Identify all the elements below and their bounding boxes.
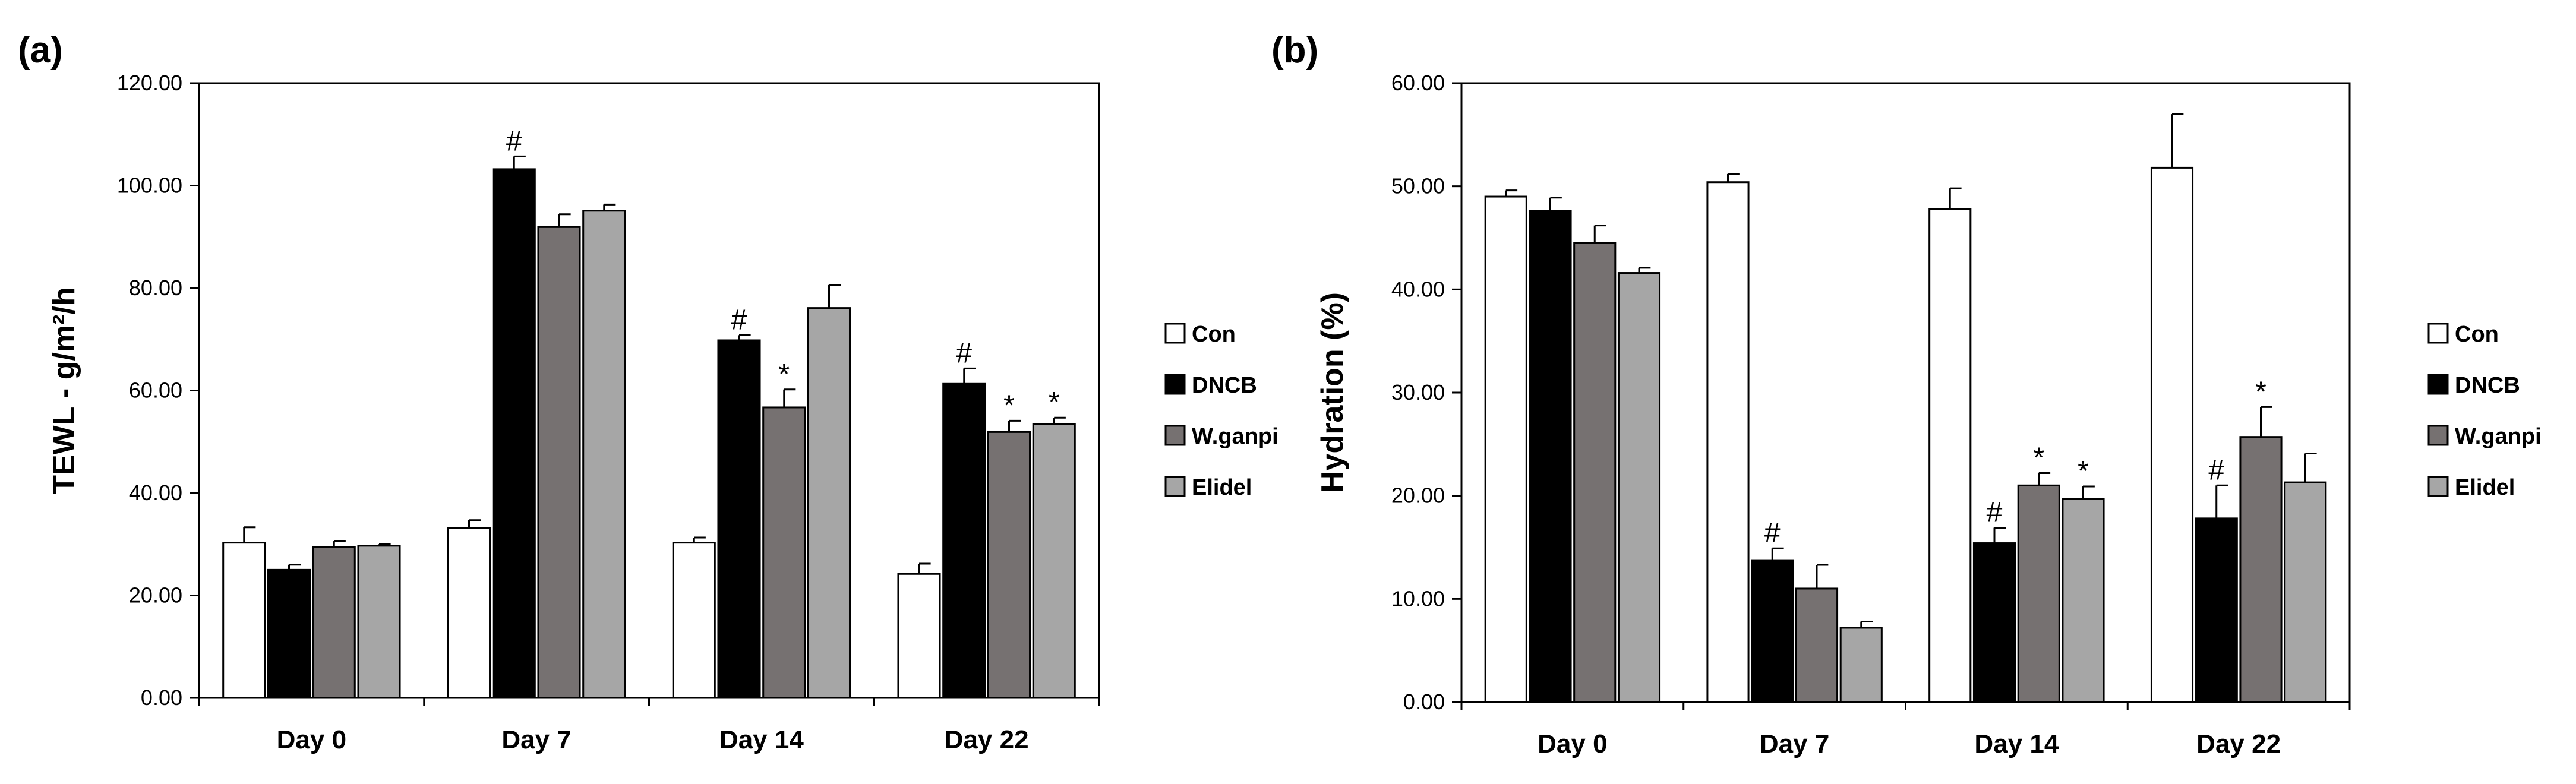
- y-tick-label: 10.00: [1391, 586, 1445, 611]
- y-tick-label: 120.00: [117, 71, 182, 95]
- y-tick-label: 20.00: [1391, 483, 1445, 508]
- y-tick-label: 0.00: [1403, 690, 1445, 714]
- chart-panel-b: (b) 0.00 10.00 20.00 30.00 40.00 50.00 60.00 Hyd…: [1271, 30, 2542, 758]
- significance-marker: *: [778, 359, 790, 390]
- y-axis-title: Hydration (%): [1315, 292, 1350, 493]
- legend-swatch: [1164, 374, 1186, 395]
- bar-dncb: [267, 568, 311, 699]
- panel-label: (a): [18, 30, 63, 71]
- legend-label: W.ganpi: [1192, 424, 1278, 449]
- legend-swatch: [1164, 476, 1186, 497]
- bar-dncb: [717, 339, 761, 699]
- legend-swatch: [2427, 323, 2449, 344]
- bar-w-ganpi: [2239, 436, 2283, 703]
- significance-marker: #: [1764, 517, 1781, 549]
- y-tick-label: 0.00: [141, 685, 182, 710]
- legend-swatch: [2427, 374, 2449, 395]
- legend-swatch: [2427, 476, 2449, 497]
- bar-w-ganpi: [1795, 587, 1839, 703]
- x-category-label: Day 7: [1760, 729, 1829, 758]
- x-category-label: Day 0: [1538, 729, 1607, 758]
- y-axis-title: TEWL - g/m²/h: [47, 287, 81, 494]
- x-category-label: Day 22: [945, 725, 1029, 754]
- significance-marker: #: [1987, 497, 2003, 529]
- bar-w-ganpi: [537, 226, 581, 699]
- panel-label: (b): [1271, 30, 1318, 71]
- bar-w-ganpi: [762, 406, 806, 699]
- bar-w-ganpi: [2017, 484, 2060, 703]
- bar-con: [1928, 208, 1972, 703]
- x-category-label: Day 0: [277, 725, 346, 754]
- legend: Con DNCB W.ganpi Elidel: [1164, 322, 1278, 500]
- y-tick-label: 80.00: [129, 276, 182, 300]
- significance-marker: #: [2208, 454, 2224, 486]
- bar-w-ganpi: [1573, 242, 1617, 703]
- x-category-label: Day 22: [2196, 729, 2281, 758]
- significance-marker: #: [731, 304, 747, 336]
- legend-label: Con: [2455, 322, 2499, 347]
- bar-dncb: [942, 382, 986, 699]
- bar-elidel: [1617, 272, 1661, 703]
- bar-con: [897, 573, 941, 699]
- significance-marker: #: [506, 125, 522, 157]
- chart-panel-a: (a) 0.00 20.00 40.00 60.00 80.00 100.00 120.00 T…: [18, 30, 1278, 754]
- bar-dncb: [1751, 559, 1794, 703]
- y-tick-label: 20.00: [129, 583, 182, 608]
- y-tick-label: 30.00: [1391, 380, 1445, 404]
- bar-con: [672, 542, 716, 699]
- bar-dncb: [1972, 542, 2016, 703]
- bar-w-ganpi: [312, 546, 356, 699]
- legend-swatch: [1164, 425, 1186, 446]
- x-category-label: Day 14: [719, 725, 804, 754]
- bar-con: [1484, 195, 1527, 703]
- bar-con: [222, 542, 266, 699]
- legend-label: W.ganpi: [2455, 424, 2542, 449]
- significance-marker: *: [2033, 442, 2044, 473]
- legend: Con DNCB W.ganpi Elidel: [2427, 322, 2542, 500]
- bar-elidel: [582, 210, 626, 699]
- significance-marker: *: [1003, 390, 1015, 421]
- y-tick-label: 100.00: [117, 173, 182, 198]
- significance-marker: *: [2078, 456, 2089, 487]
- x-category-label: Day 7: [501, 725, 571, 754]
- significance-marker: *: [2255, 376, 2266, 407]
- bar-w-ganpi: [987, 431, 1031, 699]
- bar-dncb: [1529, 210, 1572, 703]
- legend-swatch: [2427, 425, 2449, 446]
- y-tick-label: 50.00: [1391, 174, 1445, 198]
- significance-marker: *: [1049, 387, 1060, 418]
- legend-label: DNCB: [1192, 373, 1257, 398]
- x-category-label: Day 14: [1974, 729, 2059, 758]
- bar-elidel: [1839, 627, 1883, 703]
- y-tick-label: 60.00: [129, 378, 182, 403]
- bar-elidel: [807, 307, 851, 699]
- legend-label: Con: [1192, 322, 1236, 347]
- bar-dncb: [2195, 517, 2238, 703]
- legend-label: Elidel: [1192, 475, 1252, 500]
- legend-swatch: [1164, 323, 1186, 344]
- significance-marker: #: [956, 337, 972, 369]
- bar-con: [2150, 166, 2194, 703]
- bar-elidel: [357, 545, 401, 699]
- bar-con: [447, 527, 491, 699]
- bar-con: [1706, 181, 1750, 703]
- y-tick-label: 60.00: [1391, 71, 1445, 95]
- bar-elidel: [1032, 423, 1076, 699]
- bar-elidel: [2284, 481, 2327, 703]
- y-tick-label: 40.00: [1391, 277, 1445, 301]
- legend-label: Elidel: [2455, 475, 2515, 500]
- y-tick-label: 40.00: [129, 480, 182, 505]
- legend-label: DNCB: [2455, 373, 2520, 398]
- bar-dncb: [492, 168, 536, 699]
- bar-elidel: [2062, 498, 2105, 703]
